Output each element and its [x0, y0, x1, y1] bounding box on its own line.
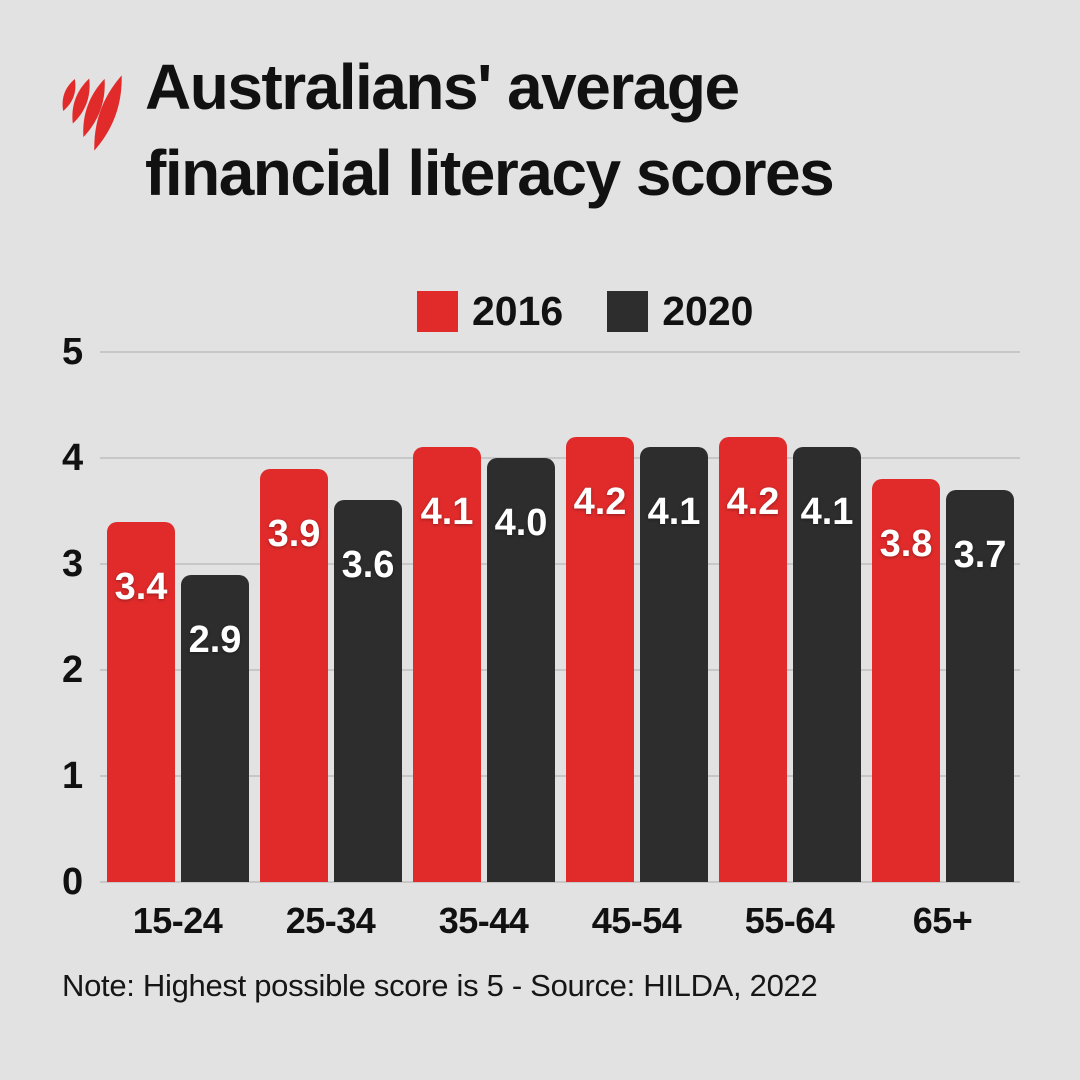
bar-value-label: 3.9 [267, 512, 321, 555]
bar-value-label: 4.2 [726, 480, 780, 523]
x-axis-label-65+: 65+ [912, 900, 973, 941]
gridline-y-4 [100, 457, 1020, 459]
legend-item-2020: 2020 [607, 288, 753, 335]
bar-2016-15-24: 3.4 [107, 521, 175, 882]
y-axis-tick-label-2: 2 [62, 649, 84, 691]
bar-2016-65+: 3.8 [872, 479, 940, 882]
bar-2020-25-34: 3.6 [334, 500, 402, 882]
bar-value-label: 3.4 [114, 565, 168, 608]
x-axis-label-15-24: 15-24 [132, 900, 223, 941]
title-line-1: Australians' average [145, 51, 740, 123]
title-line-2: financial literacy scores [145, 137, 835, 209]
x-axis-label-35-44: 35-44 [438, 900, 529, 941]
chart-legend: 2016 2020 [417, 288, 753, 335]
source-note: Note: Highest possible score is 5 - Sour… [62, 968, 818, 1003]
bar-value-label: 4.1 [420, 491, 474, 534]
legend-label-2016: 2016 [472, 288, 564, 334]
bar-2016-35-44: 4.1 [413, 447, 481, 882]
logo-petal [72, 78, 90, 124]
bar-2020-55-64: 4.1 [793, 447, 861, 882]
x-axis-label-25-34: 25-34 [285, 900, 376, 941]
bar-value-label: 4.1 [800, 491, 854, 534]
bar-value-label: 3.7 [953, 533, 1007, 576]
page-title: Australians' average financial literacy … [145, 44, 835, 216]
logo-petal [62, 79, 76, 111]
legend-swatch-2016 [417, 291, 458, 332]
bar-2016-45-54: 4.2 [566, 436, 634, 882]
bar-value-label: 3.6 [341, 544, 395, 587]
bar-value-label: 4.2 [573, 480, 627, 523]
bar-2016-25-34: 3.9 [260, 468, 328, 882]
bar-value-label: 4.1 [647, 491, 701, 534]
gridline-y-5 [100, 351, 1020, 353]
x-axis-label-55-64: 55-64 [744, 900, 835, 941]
gridline-y-1 [100, 775, 1020, 777]
x-axis-label-45-54: 45-54 [591, 900, 682, 941]
bar-value-label: 2.9 [188, 618, 242, 661]
y-axis-tick-label-5: 5 [62, 331, 84, 373]
gridline-y-2 [100, 669, 1020, 671]
y-axis-tick-label-0: 0 [62, 861, 84, 903]
bar-2020-35-44: 4.0 [487, 458, 555, 882]
legend-item-2016: 2016 [417, 288, 563, 335]
sbs-flames-logo-icon [62, 75, 122, 151]
bar-2020-15-24: 2.9 [181, 574, 249, 882]
bar-value-label: 3.8 [879, 523, 933, 566]
gridline-y-0 [100, 881, 1020, 883]
legend-label-2020: 2020 [662, 288, 754, 334]
bar-2020-65+: 3.7 [946, 489, 1014, 882]
gridline-y-3 [100, 563, 1020, 565]
logo-petal [83, 78, 105, 138]
y-axis-tick-label-3: 3 [62, 543, 84, 585]
y-axis-tick-label-4: 4 [62, 437, 84, 479]
y-axis-tick-label-1: 1 [62, 755, 84, 797]
bar-2020-45-54: 4.1 [640, 447, 708, 882]
legend-swatch-2020 [607, 291, 649, 332]
logo-petal [94, 75, 122, 151]
bar-2016-55-64: 4.2 [719, 436, 787, 882]
bar-chart-plot-area: 0 1 2 3 4 5 3.4 2.9 15-24 3.9 3.6 25-34 4.1 4.0 35-44 4… [62, 332, 1020, 941]
bar-value-label: 4.0 [494, 502, 548, 544]
